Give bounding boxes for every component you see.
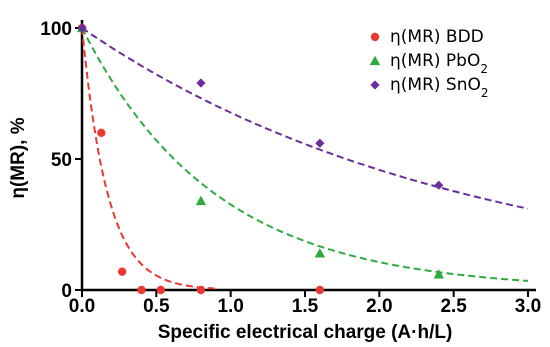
x-tick-label: 2.5 bbox=[440, 296, 467, 317]
data-point-circle bbox=[117, 267, 127, 276]
fit-curve-triangle bbox=[81, 27, 529, 282]
data-point-circle bbox=[315, 285, 325, 295]
x-tick-label: 1.0 bbox=[217, 296, 243, 317]
data-point-diamond bbox=[315, 138, 325, 148]
x-tick-label: 1.5 bbox=[292, 296, 319, 317]
fit-curve-diamond bbox=[81, 27, 529, 210]
legend-marker-triangle bbox=[369, 55, 381, 66]
x-tick-label: 3.0 bbox=[515, 296, 541, 317]
data-point-diamond bbox=[196, 78, 206, 88]
x-axis-title: Specific electrical charge (A·h/L) bbox=[158, 322, 453, 343]
y-axis-title: η(MR), % bbox=[8, 117, 29, 198]
data-point-diamond bbox=[434, 180, 444, 190]
data-point-circle bbox=[196, 285, 206, 295]
x-tick-label: 2.0 bbox=[366, 296, 392, 317]
data-point-triangle bbox=[433, 269, 444, 279]
data-point-circle bbox=[97, 128, 106, 137]
x-tick-label: 0.5 bbox=[143, 296, 170, 317]
y-tick-label: 50 bbox=[51, 150, 72, 171]
data-point-diamond bbox=[77, 23, 87, 33]
legend-label-triangle: η(MR) PbO2 bbox=[390, 51, 488, 76]
data-point-circle bbox=[137, 285, 146, 295]
fit-curve-circle bbox=[81, 27, 219, 290]
legend-marker-diamond bbox=[370, 80, 380, 90]
y-tick-label: 0 bbox=[61, 281, 72, 302]
data-point-triangle bbox=[314, 248, 326, 258]
legend-label-diamond: η(MR) SnO2 bbox=[390, 75, 489, 100]
data-point-circle bbox=[156, 285, 165, 295]
legend-marker-circle bbox=[370, 32, 380, 42]
data-point-triangle bbox=[195, 195, 207, 206]
plot-area: 0.0 0.5 1.0 1.5 2.0 2.5 3.0 0 50 100 bbox=[40, 19, 541, 317]
x-tick-label: 0.0 bbox=[69, 296, 95, 317]
legend-label-circle: η(MR) BDD bbox=[390, 27, 484, 47]
y-tick-label: 100 bbox=[40, 19, 72, 40]
